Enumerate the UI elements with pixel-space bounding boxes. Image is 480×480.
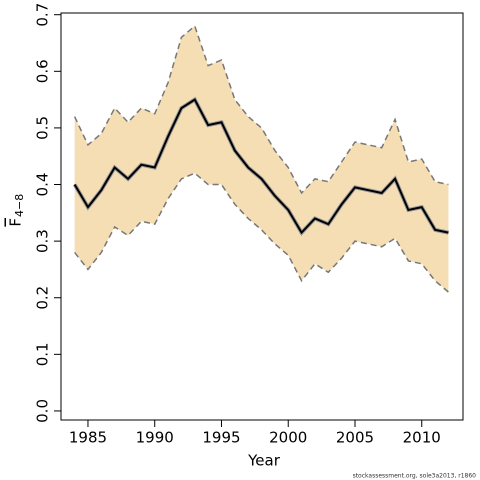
y-axis-label-group: F 4−8 [7, 194, 27, 227]
y-axis-label-subscript: 4−8 [13, 194, 26, 217]
y-tick-label: 0.3 [34, 229, 52, 253]
x-tick-label: 2005 [336, 429, 374, 447]
y-tick-label: 0.0 [34, 399, 52, 423]
y-tick-label-group: 0.0 [34, 399, 52, 423]
band-lower-line [74, 172, 449, 293]
y-tick-label-group: 0.3 [34, 229, 52, 253]
y-tick-label-group: 0.7 [34, 3, 52, 27]
x-tick-label: 2010 [403, 429, 441, 447]
y-tick-label: 0.4 [34, 173, 52, 197]
y-tick-label-group: 0.1 [34, 342, 52, 366]
x-tick-label: 1985 [69, 429, 107, 447]
y-axis-label: F [7, 218, 25, 227]
y-tick-label-group: 0.6 [34, 59, 52, 83]
x-axis-label: Year [247, 452, 281, 470]
y-tick-label: 0.5 [34, 116, 52, 140]
x-tick-label: 2000 [269, 429, 307, 447]
y-tick-label: 0.2 [34, 286, 52, 310]
footnote: stockassessment.org, sole3a2013, r1860 [353, 473, 477, 480]
x-tick-label: 1990 [136, 429, 174, 447]
y-tick-label: 0.1 [34, 342, 52, 366]
estimate-line [73, 98, 449, 235]
band-upper-line [73, 24, 449, 195]
y-tick-label-group: 0.5 [34, 116, 52, 140]
y-tick-label-group: 0.2 [34, 286, 52, 310]
y-tick-label: 0.7 [34, 3, 52, 27]
x-tick-label: 1995 [202, 429, 240, 447]
y-tick-label: 0.6 [34, 59, 52, 83]
confidence-band [74, 26, 449, 293]
y-tick-label-group: 0.4 [34, 173, 52, 197]
